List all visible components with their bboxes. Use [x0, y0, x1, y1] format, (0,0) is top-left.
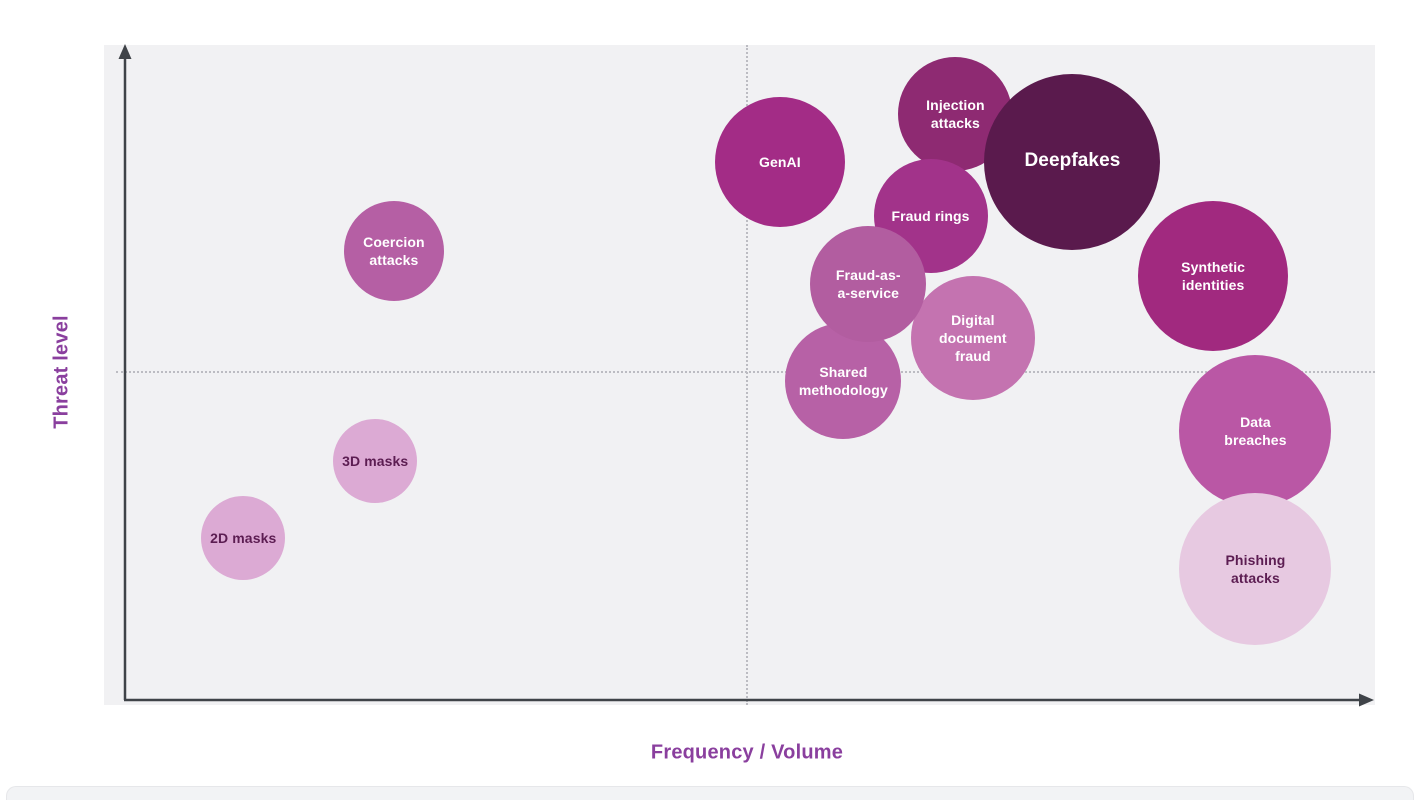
bubble-phishing-attacks: Phishing attacks — [1179, 492, 1332, 645]
bubble-label-line: 3D masks — [342, 452, 409, 469]
bubble-label-line: Deepfakes — [1024, 150, 1121, 172]
bubble-label-line: identities — [1181, 277, 1245, 294]
bubble-deepfakes: Deepfakes — [984, 73, 1161, 250]
y-axis-label: Threat level — [50, 315, 73, 429]
quadrant-divider-horizontal — [116, 371, 1375, 373]
bubble-label-line: Coercion — [363, 233, 425, 250]
bubble-2d-masks: 2D masks — [201, 496, 286, 581]
bubble-label-line: Data — [1240, 413, 1271, 430]
next-section-edge — [6, 786, 1414, 800]
bubble-label-line: Shared — [819, 363, 868, 380]
bubble-genai: GenAI — [714, 96, 845, 227]
bubble-synthetic-identities: Synthetic identities — [1138, 201, 1289, 352]
bubble-label-line: Fraud-as- — [835, 266, 901, 283]
bubble-label-line: a-service — [837, 285, 900, 301]
bubble-data-breaches: Data breaches — [1179, 354, 1332, 507]
bubble-3d-masks: 3D masks — [333, 418, 418, 503]
bubble-label-line: attacks — [369, 251, 419, 268]
bubble-label-line: 2D masks — [210, 530, 277, 547]
bubble-label-line: attacks — [1230, 569, 1280, 586]
bubble-fraud-as-a-service: Fraud-as-a-service — [810, 226, 927, 342]
bubble-label-line: Fraud rings — [891, 207, 970, 224]
bubble-label-line: Synthetic — [1181, 259, 1246, 275]
bubble-injection-attacks: Injection attacks — [898, 56, 1013, 171]
bubble-label-line: fraud — [955, 348, 991, 365]
bubble-label-line: Digital — [951, 311, 995, 328]
x-axis-label: Frequency / Volume — [650, 741, 844, 764]
bubble-shared-methodology: Shared methodology — [785, 322, 902, 439]
bubble-label-line: GenAI — [758, 153, 801, 170]
bubble-label-line: breaches — [1224, 431, 1287, 448]
quadrant-divider-vertical — [746, 45, 748, 705]
bubble-label-line: Phishing — [1225, 551, 1286, 568]
bubble-label-line: attacks — [930, 114, 980, 131]
bubble-label-line: Injection — [926, 96, 985, 113]
bubble-coercion-attacks: Coercion attacks — [343, 200, 444, 301]
bubble-digital-document-fraud: Digital document fraud — [910, 275, 1035, 400]
bubble-label-line: document — [938, 329, 1007, 346]
bubble-label-line: methodology — [798, 381, 888, 398]
